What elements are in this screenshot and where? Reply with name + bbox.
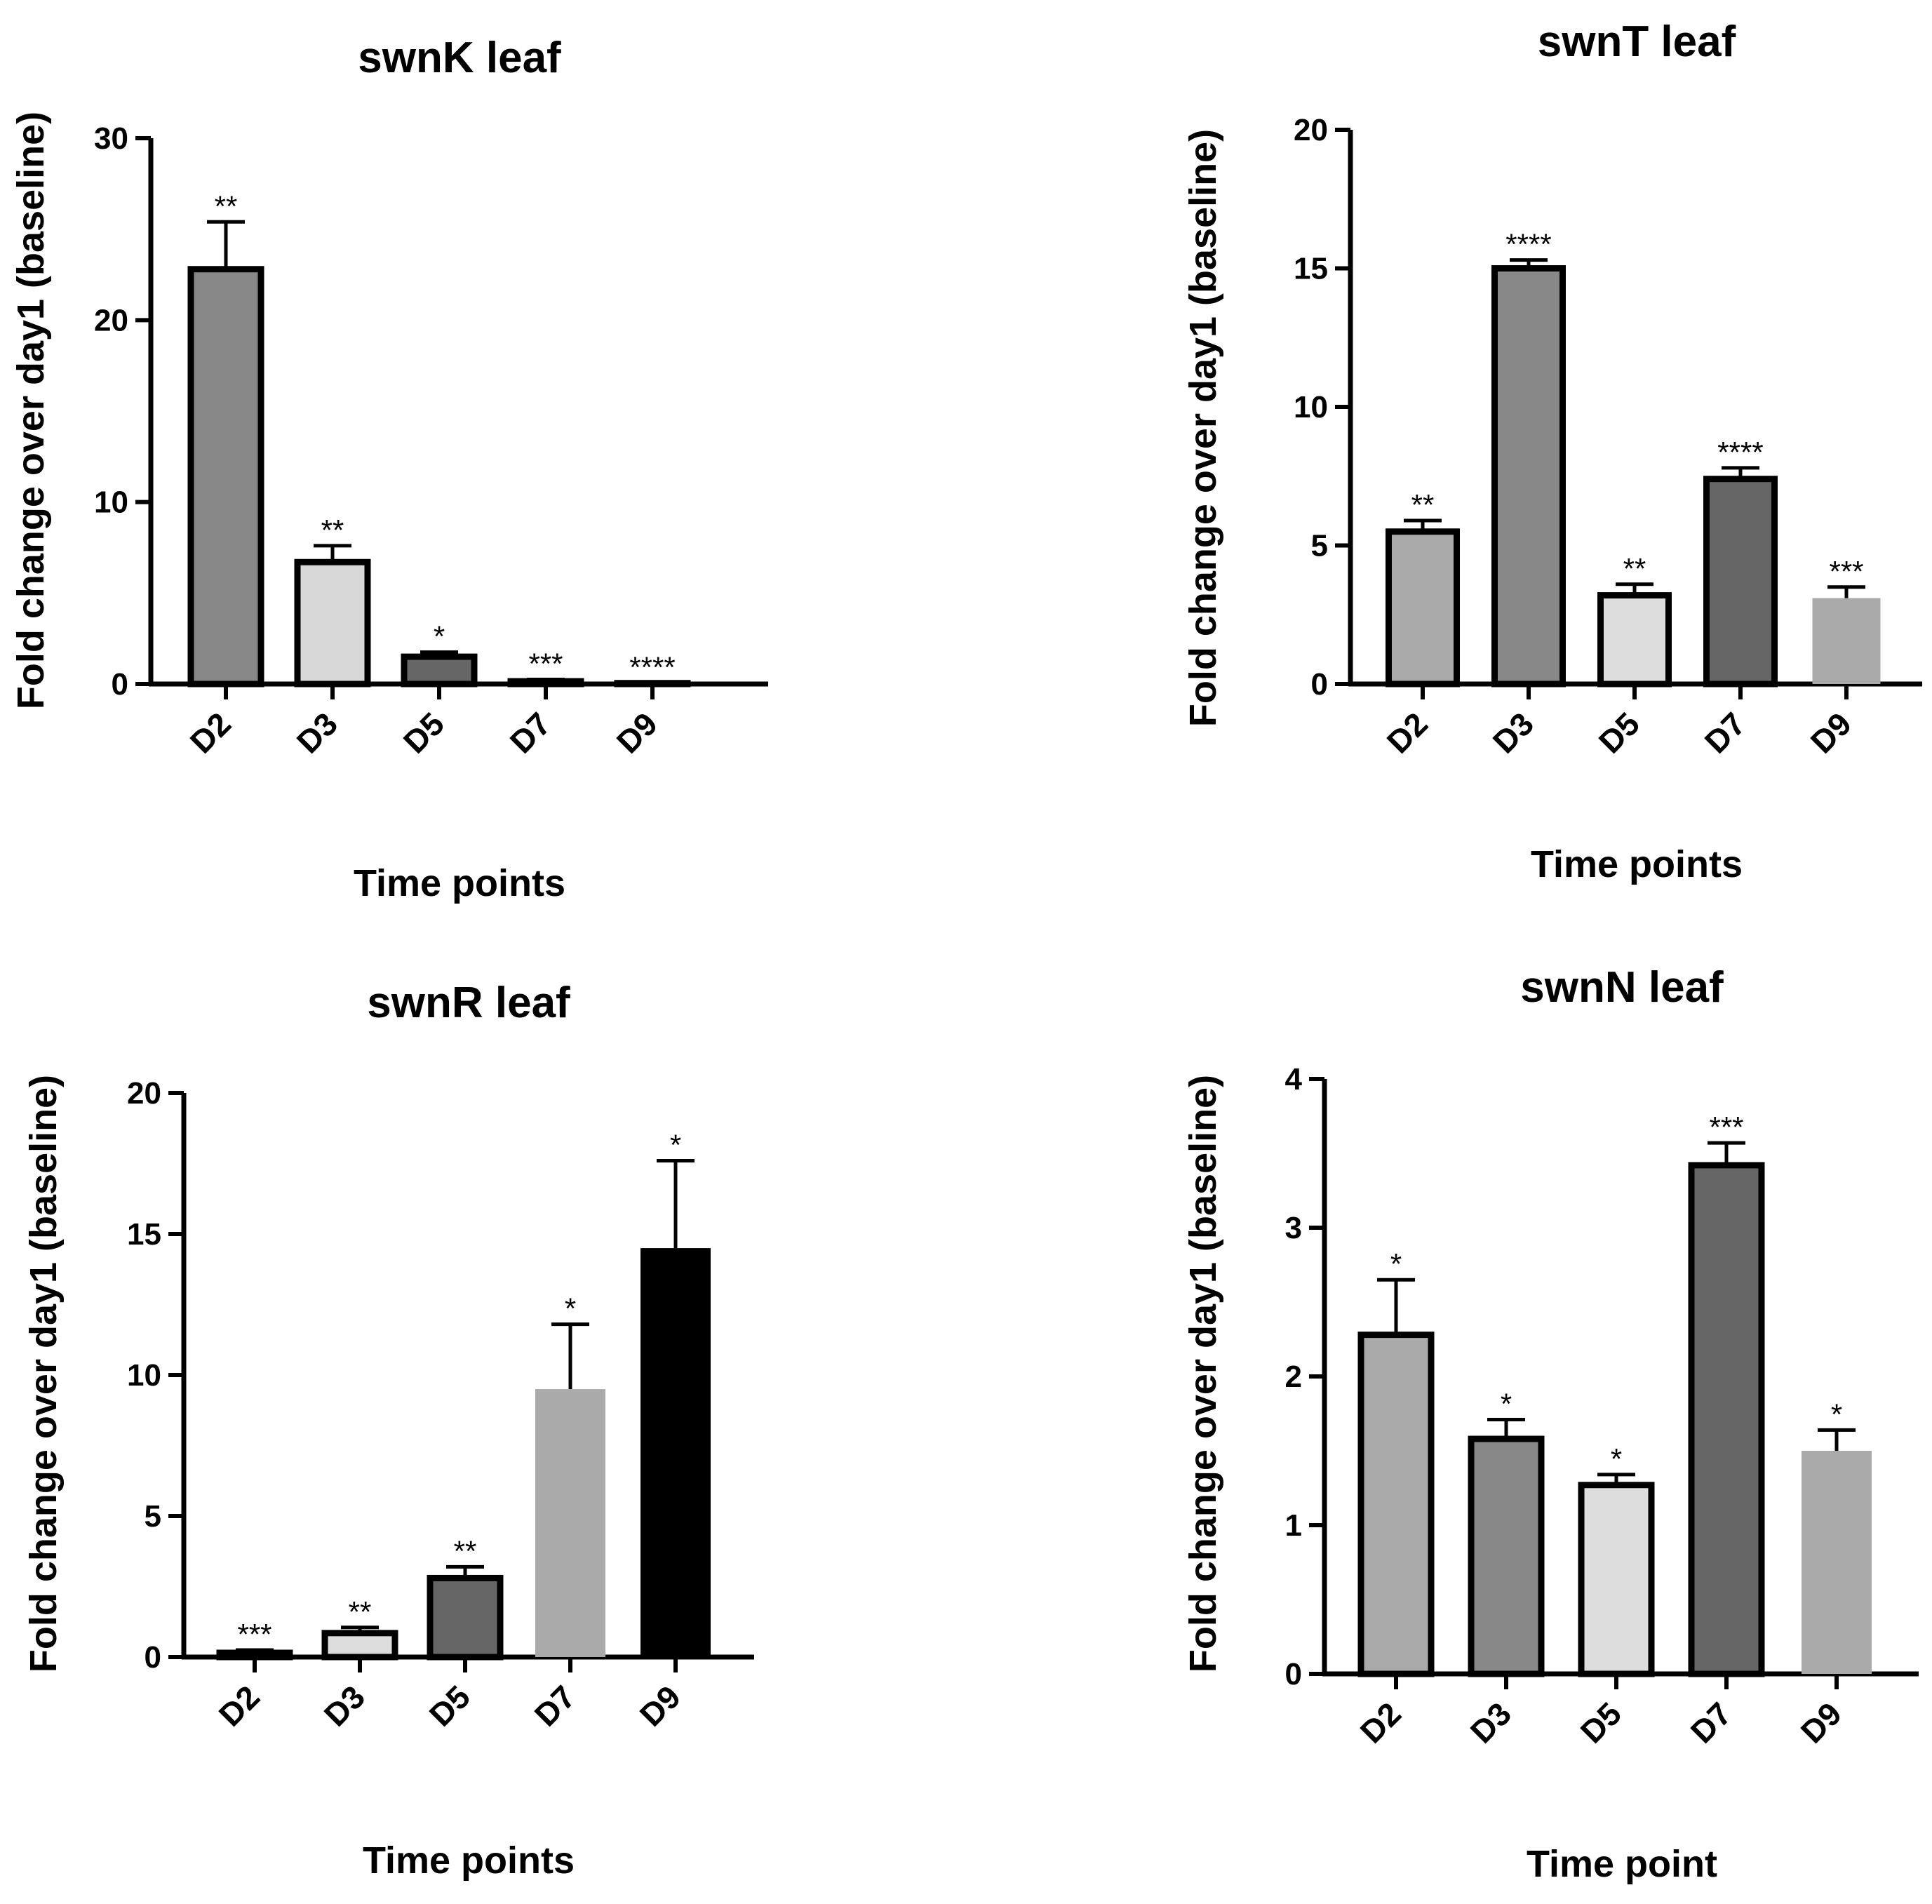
swnn-chart: swnN leaf Fold change over day1 (baseline… (1182, 963, 1919, 1885)
swnr-y-tick-label: 20 (127, 1076, 161, 1111)
swnk-bar-d5 (401, 653, 478, 688)
swnk-bar-d3 (294, 558, 371, 688)
swnt-significance-label: *** (1829, 555, 1863, 588)
swnt-y-axis-label: Fold change over day1 (baseline) (1182, 129, 1224, 727)
swnn-y-tick-label: 2 (1285, 1360, 1302, 1394)
swnt-chart: swnT leaf Fold change over day1 (baseline… (1182, 18, 1922, 885)
swnk-title: swnK leaf (358, 34, 561, 82)
swnk-category-label: D9 (610, 705, 664, 760)
swnt-category-label: D2 (1380, 705, 1435, 760)
swnt-significance-label: ** (1623, 552, 1646, 585)
swnn-x-axis-label: Time point (1527, 1843, 1717, 1885)
swnt-bar-d7 (1703, 476, 1778, 688)
swnr-significance-label: ** (349, 1595, 372, 1628)
swnr-y-axis-label: Fold change over day1 (baseline) (22, 1075, 65, 1672)
swnk-y-tick-label: 30 (94, 121, 128, 156)
swnr-bar-d9 (640, 1248, 711, 1657)
swnn-bar-d9 (1802, 1451, 1872, 1674)
swnk-category-label: D5 (396, 705, 451, 760)
swnr-x-axis-label: Time points (363, 1839, 575, 1882)
swnn-significance-label: * (1390, 1247, 1402, 1280)
swnn-category-label: D5 (1574, 1695, 1628, 1750)
swnr-category-label: D9 (633, 1678, 687, 1733)
swnt-bar-d5 (1597, 592, 1672, 688)
swnk-chart: swnK leaf Fold change over day1 (baseline… (10, 34, 768, 904)
swnn-y-tick-label: 3 (1285, 1211, 1302, 1245)
swnk-y-axis-label: Fold change over day1 (baseline) (10, 112, 52, 709)
swnr-y-tick-label: 5 (145, 1499, 161, 1534)
swnn-significance-label: * (1831, 1397, 1842, 1430)
swnk-y-tick-label: 0 (112, 667, 128, 702)
swnr-y-tick-label: 15 (127, 1217, 161, 1252)
swnt-category-label: D7 (1698, 705, 1752, 760)
swnn-category-label: D2 (1353, 1695, 1408, 1750)
swnr-significance-label: * (670, 1128, 681, 1161)
swnt-bar-d2 (1386, 528, 1460, 688)
swnr-bar-d7 (535, 1389, 605, 1657)
swnk-y-tick-label: 10 (94, 485, 128, 520)
swnr-y-tick-label: 10 (127, 1358, 161, 1393)
swnk-significance-label: *** (528, 648, 563, 681)
swnn-title: swnN leaf (1520, 963, 1724, 1012)
swnt-significance-label: **** (1505, 228, 1551, 261)
swnn-significance-label: * (1501, 1387, 1512, 1420)
swnk-category-label: D7 (503, 705, 558, 760)
swnt-y-tick-label: 0 (1311, 667, 1328, 702)
swnk-significance-label: * (434, 620, 445, 653)
swnr-title: swnR leaf (367, 979, 570, 1027)
swnn-significance-label: * (1611, 1442, 1622, 1475)
swnr-significance-label: ** (454, 1534, 477, 1567)
swnn-category-label: D3 (1463, 1695, 1518, 1750)
swnn-category-label: D9 (1794, 1695, 1849, 1750)
swnn-significance-label: *** (1709, 1111, 1743, 1144)
swnt-bar-d9 (1812, 598, 1881, 684)
swnn-y-tick-label: 0 (1285, 1657, 1302, 1691)
swnt-category-label: D9 (1804, 705, 1858, 760)
swnt-category-label: D5 (1592, 705, 1646, 760)
swnk-category-label: D3 (290, 705, 344, 760)
swnn-category-label: D7 (1684, 1695, 1738, 1750)
swnt-y-tick-label: 20 (1294, 113, 1328, 147)
swnt-category-label: D3 (1486, 705, 1541, 760)
swnn-bar-d2 (1357, 1332, 1435, 1677)
swnk-x-axis-label: Time points (354, 862, 565, 904)
swnn-y-axis-label: Fold change over day1 (baseline) (1182, 1075, 1224, 1672)
swnr-category-label: D3 (317, 1678, 372, 1733)
swnr-category-label: D2 (212, 1678, 267, 1733)
swnk-significance-label: ** (215, 189, 238, 222)
swnr-category-label: D7 (528, 1678, 582, 1733)
swnr-category-label: D5 (422, 1678, 477, 1733)
swnr-significance-label: *** (237, 1618, 271, 1651)
swnt-x-axis-label: Time points (1531, 843, 1743, 885)
swnn-y-tick-label: 4 (1285, 1062, 1303, 1097)
swnt-significance-label: **** (1717, 436, 1763, 469)
swnk-significance-label: ** (321, 514, 344, 547)
swnr-bar-d3 (321, 1630, 398, 1661)
swnt-significance-label: ** (1411, 488, 1435, 521)
swnt-title: swnT leaf (1538, 18, 1736, 66)
swnk-y-tick-label: 20 (94, 303, 128, 337)
swnt-y-tick-label: 5 (1311, 529, 1328, 563)
swnn-bar-d3 (1468, 1435, 1545, 1677)
swnr-bar-d5 (427, 1574, 504, 1661)
swnk-category-label: D2 (183, 705, 238, 760)
swnr-significance-label: * (565, 1292, 576, 1325)
swnr-bar-d2 (216, 1649, 293, 1661)
swnk-significance-label: **** (629, 651, 675, 684)
swnk-bar-d7 (507, 678, 584, 688)
swnt-y-tick-label: 15 (1294, 252, 1328, 286)
swnk-bar-d2 (187, 266, 264, 688)
swnr-y-tick-label: 0 (145, 1640, 161, 1675)
swnr-chart: swnR leaf Fold change over day1 (baseline… (22, 979, 754, 1882)
swnn-bar-d7 (1688, 1162, 1765, 1677)
swnn-y-tick-label: 1 (1285, 1508, 1302, 1543)
swnn-bar-d5 (1578, 1482, 1655, 1677)
swnt-y-tick-label: 10 (1294, 390, 1328, 424)
swnt-bar-d3 (1491, 265, 1566, 688)
